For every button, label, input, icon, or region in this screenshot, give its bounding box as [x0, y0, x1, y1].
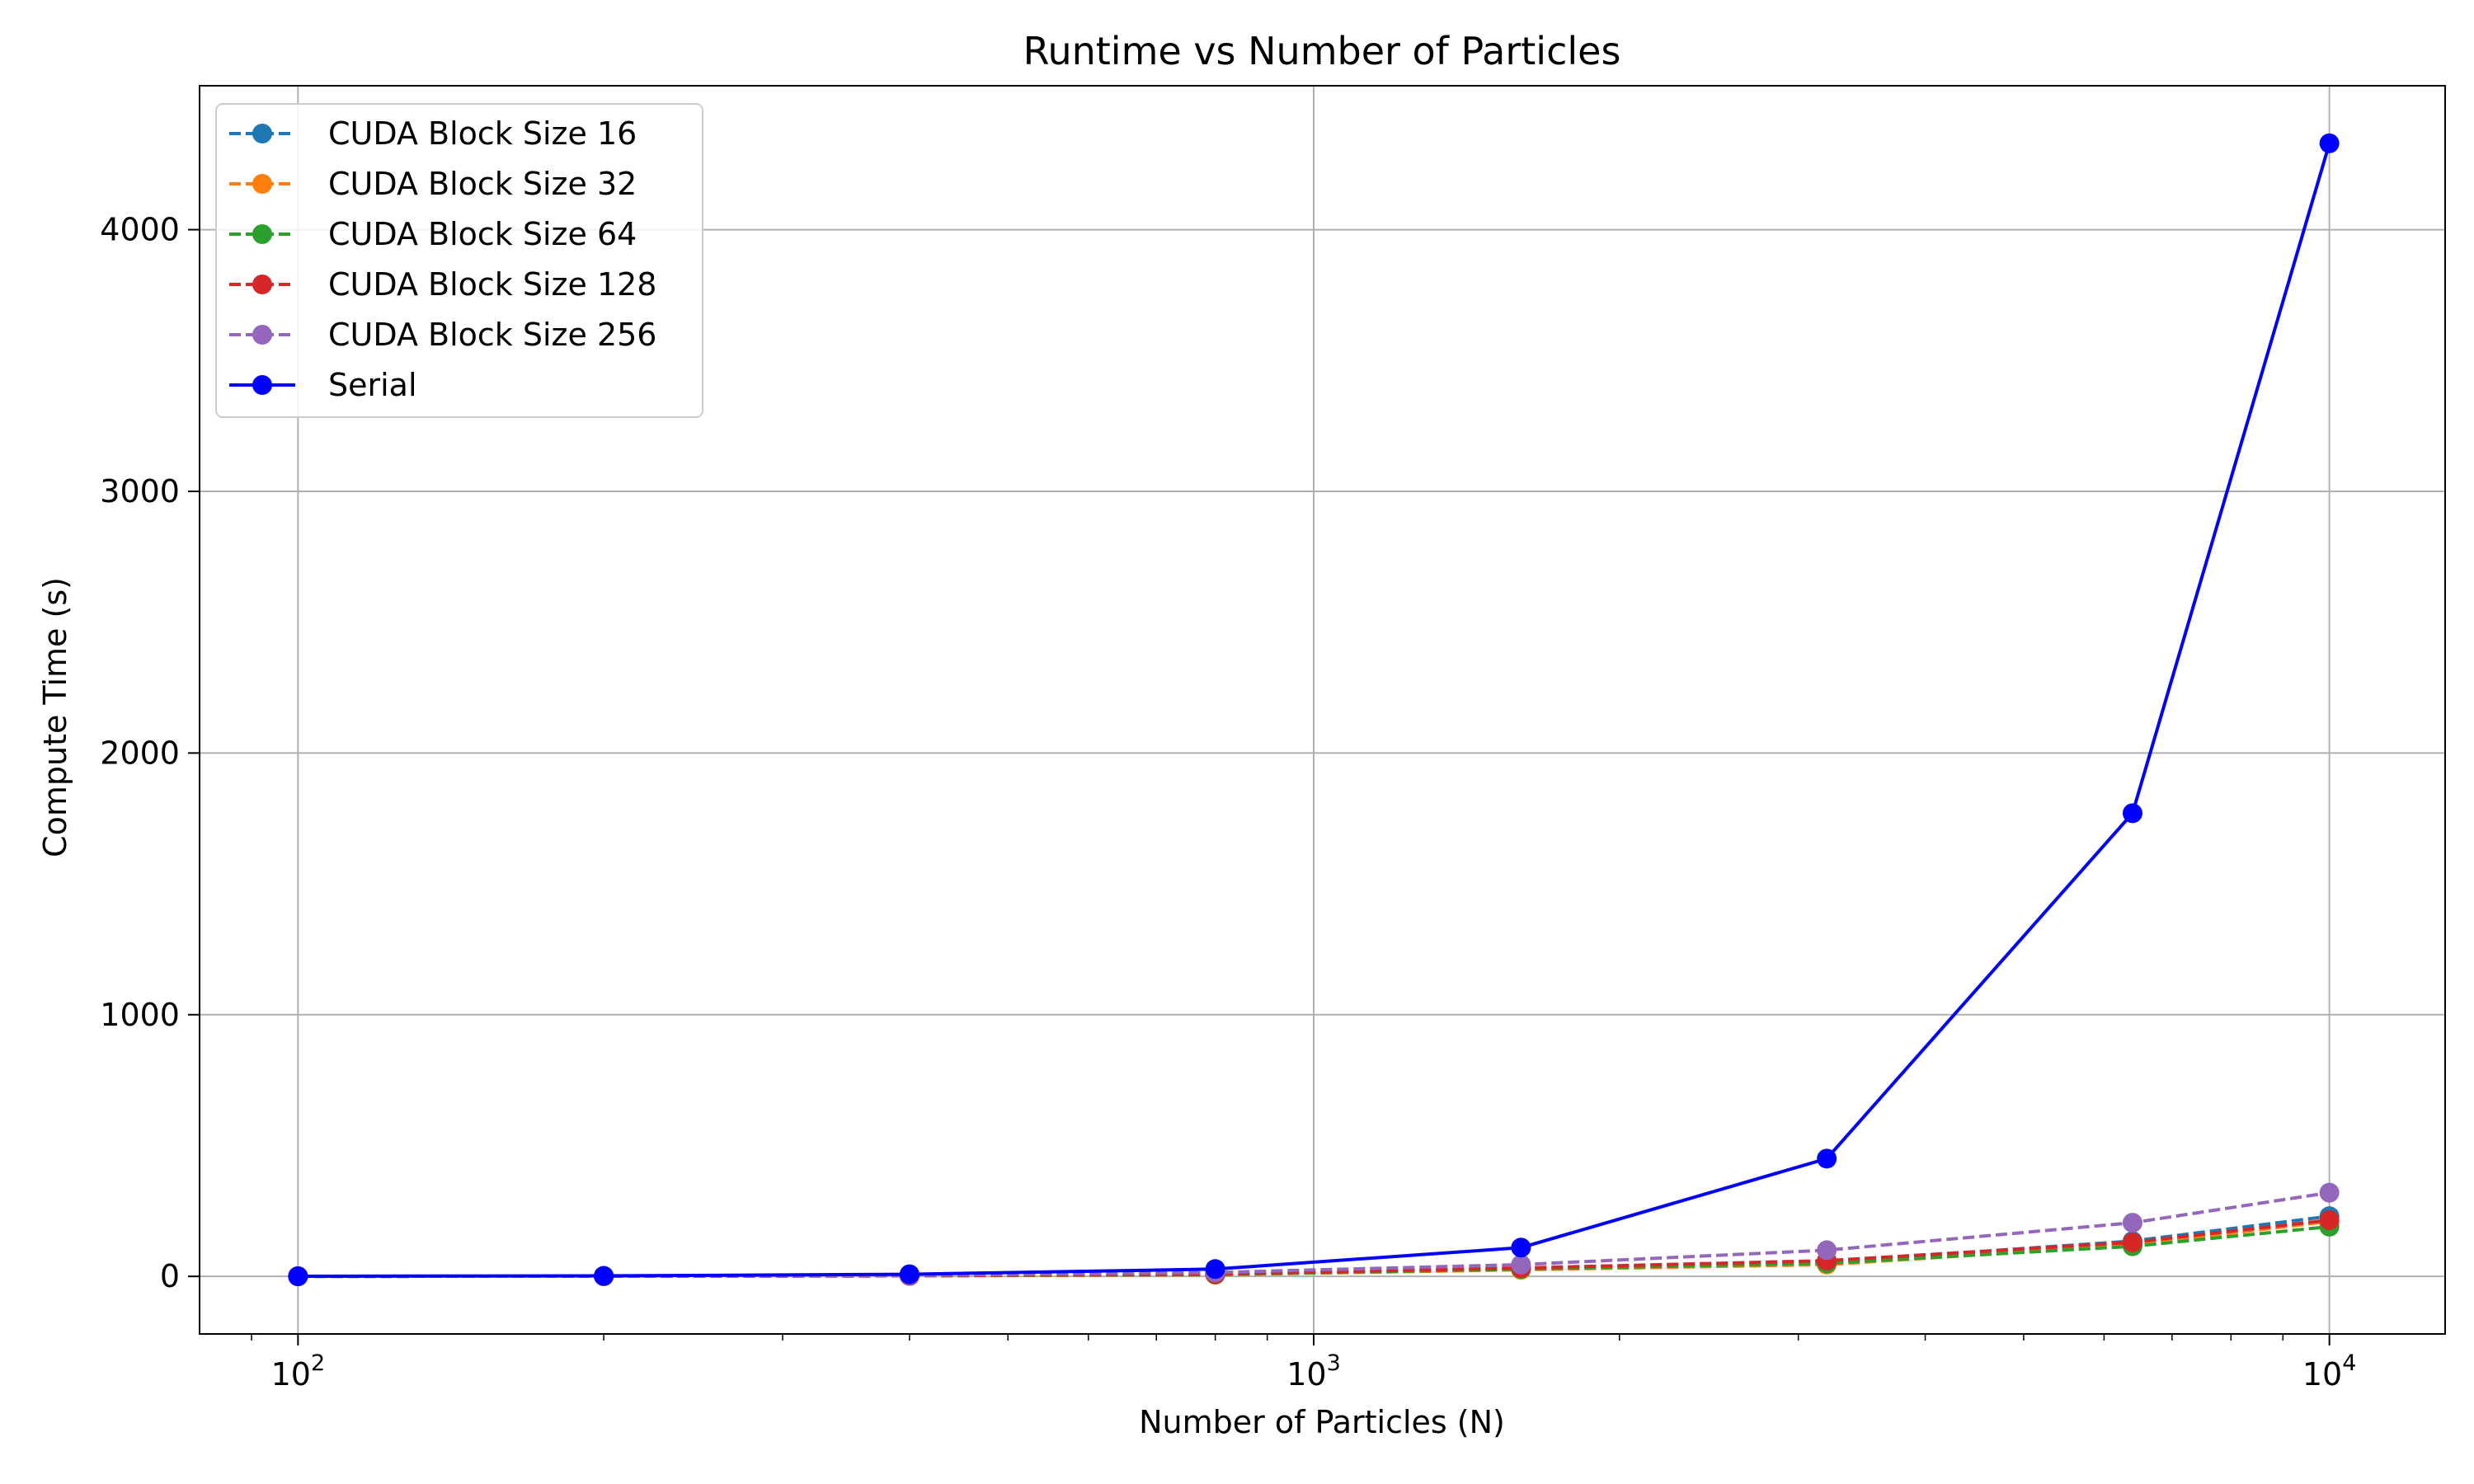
data-point	[2122, 1213, 2142, 1233]
ticks: 102 103 104 0 1000 2000 3000 4000	[100, 212, 2356, 1392]
legend-label: Serial	[328, 367, 417, 403]
legend-item: Serial	[229, 367, 417, 403]
legend-item: CUDA Block Size 32	[229, 166, 637, 202]
series-line	[298, 143, 2331, 1278]
legend-marker	[252, 325, 272, 345]
legend-item: CUDA Block Size 128	[229, 266, 656, 303]
y-tick-label: 2000	[100, 735, 180, 771]
y-axis-label: Compute Time (s)	[37, 577, 73, 857]
legend-marker	[252, 275, 272, 294]
legend-label: CUDA Block Size 128	[328, 266, 656, 303]
x-tick-label: 102	[271, 1350, 326, 1392]
data-point	[1817, 1240, 1837, 1261]
plot-frame	[199, 85, 2446, 1335]
legend-label: CUDA Block Size 64	[328, 216, 637, 252]
y-tick-label: 1000	[100, 997, 180, 1033]
data-point	[2319, 1182, 2340, 1203]
legend-item: CUDA Block Size 16	[229, 115, 637, 152]
data-point	[899, 1264, 920, 1284]
legend-marker	[252, 375, 272, 395]
series-layer	[288, 133, 2340, 1287]
legend-label: CUDA Block Size 256	[328, 317, 656, 353]
legend-item: CUDA Block Size 64	[229, 216, 637, 252]
data-point	[594, 1266, 614, 1286]
y-tick-label: 4000	[100, 212, 180, 248]
series-serial	[288, 133, 2340, 1287]
legend-box	[215, 103, 703, 418]
data-point	[1817, 1148, 1837, 1169]
data-point	[2319, 133, 2340, 153]
legend-label: CUDA Block Size 16	[328, 115, 637, 152]
legend-marker	[252, 174, 272, 194]
data-point	[2122, 1232, 2142, 1252]
legend: CUDA Block Size 16 CUDA Block Size 32 CUDA…	[215, 103, 703, 418]
minor-ticks	[251, 1334, 2284, 1341]
data-point	[288, 1266, 308, 1287]
y-tick-label: 0	[160, 1258, 180, 1294]
legend-item: CUDA Block Size 256	[229, 317, 656, 353]
data-point	[1205, 1259, 1225, 1280]
x-axis-label: Number of Particles (N)	[1139, 1404, 1505, 1440]
data-point	[2319, 1209, 2340, 1230]
chart-title: Runtime vs Number of Particles	[1023, 29, 1621, 73]
legend-label: CUDA Block Size 32	[328, 166, 637, 202]
y-tick-label: 3000	[100, 473, 180, 510]
x-tick-label: 104	[2302, 1350, 2357, 1392]
data-point	[1511, 1237, 1531, 1258]
data-point	[2122, 803, 2142, 824]
x-tick-label: 103	[1286, 1350, 1341, 1392]
data-point	[1511, 1254, 1531, 1275]
legend-marker	[252, 124, 272, 143]
legend-marker	[252, 224, 272, 244]
